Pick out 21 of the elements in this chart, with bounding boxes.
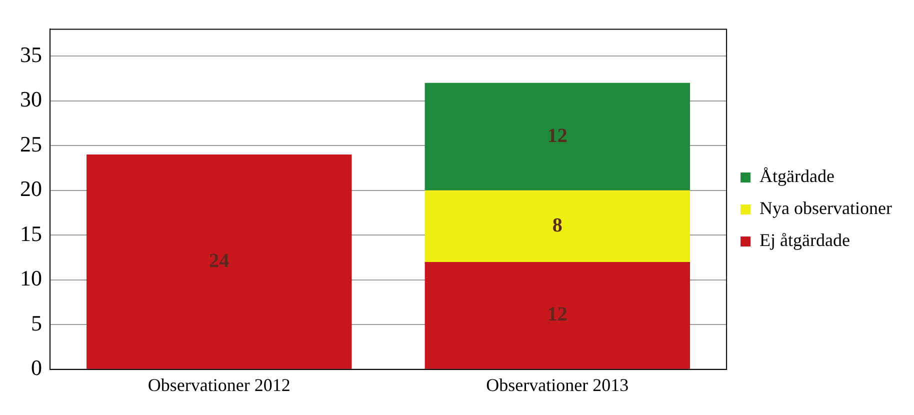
y-tick-label: 10 <box>20 266 42 291</box>
legend-label: Ej åtgärdade <box>760 230 850 250</box>
y-tick-label: 30 <box>20 86 42 112</box>
bar <box>424 82 690 190</box>
data-label: 12 <box>547 304 568 326</box>
x-tick-label: Observationer 2012 <box>148 374 290 395</box>
y-tick-label: 0 <box>31 355 42 380</box>
bar <box>86 154 352 369</box>
data-label: 12 <box>547 124 568 147</box>
x-tick-label: Observationer 2013 <box>486 374 629 395</box>
y-tick-label: 15 <box>20 220 42 246</box>
y-tick-label: 20 <box>20 176 42 202</box>
legend-label: Nya observationer <box>760 198 892 218</box>
y-tick-label: 25 <box>20 131 42 156</box>
y-tick-label: 5 <box>31 310 42 336</box>
bar <box>424 262 690 369</box>
legend-label: Åtgärdade <box>760 166 835 186</box>
data-label: 8 <box>552 214 562 236</box>
bar <box>424 190 690 262</box>
y-tick-label: 35 <box>20 42 42 67</box>
data-label: 24 <box>209 250 230 272</box>
